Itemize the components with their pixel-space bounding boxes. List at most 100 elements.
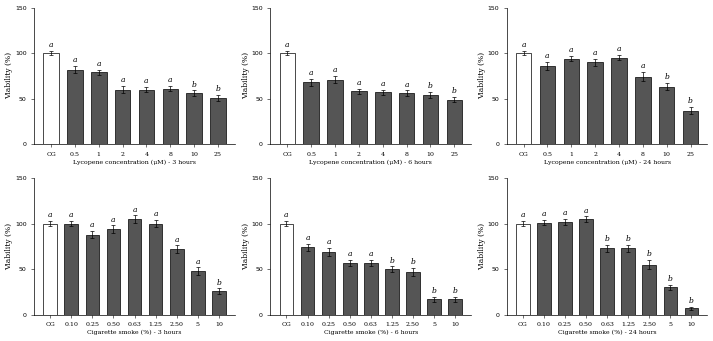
Bar [279, 224, 293, 315]
Y-axis label: Viability (%): Viability (%) [6, 223, 14, 270]
Text: b: b [428, 83, 433, 90]
Text: b: b [626, 235, 630, 243]
Bar [91, 72, 106, 144]
Bar [107, 229, 120, 315]
Text: b: b [453, 287, 458, 295]
X-axis label: Cigarette smoke (%) - 6 hours: Cigarette smoke (%) - 6 hours [324, 330, 418, 336]
Text: a: a [73, 56, 77, 64]
Y-axis label: Viability (%): Viability (%) [242, 53, 250, 100]
Bar [600, 248, 614, 315]
Bar [516, 224, 530, 315]
Text: b: b [431, 287, 436, 295]
Text: b: b [688, 97, 693, 105]
Bar [43, 224, 57, 315]
Text: a: a [153, 210, 158, 218]
Text: b: b [668, 275, 673, 283]
Bar [642, 265, 656, 315]
Text: a: a [617, 45, 621, 53]
Text: a: a [333, 66, 337, 74]
Bar [364, 263, 378, 315]
Bar [664, 287, 677, 315]
Bar [406, 272, 420, 315]
Bar [210, 98, 226, 144]
Bar [343, 263, 356, 315]
Bar [186, 93, 202, 144]
Text: a: a [563, 209, 567, 217]
Text: a: a [309, 69, 314, 77]
Bar [115, 90, 130, 144]
Text: a: a [381, 80, 385, 88]
Bar [635, 77, 651, 144]
Bar [64, 224, 78, 315]
Bar [191, 271, 205, 315]
Bar [399, 93, 414, 144]
Bar [423, 95, 438, 144]
Text: a: a [369, 250, 373, 258]
Text: a: a [195, 257, 200, 266]
Text: a: a [542, 210, 546, 218]
Bar [43, 53, 59, 144]
Bar [86, 235, 99, 315]
Text: a: a [404, 81, 409, 89]
Text: a: a [356, 79, 361, 87]
X-axis label: Cigarette smoke (%) - 24 hours: Cigarette smoke (%) - 24 hours [558, 330, 657, 336]
Text: a: a [327, 238, 331, 247]
Bar [212, 291, 226, 315]
Bar [139, 90, 154, 144]
Bar [304, 82, 319, 144]
Bar [611, 58, 627, 144]
Bar [579, 219, 593, 315]
Text: a: a [48, 211, 53, 219]
Text: a: a [521, 42, 526, 49]
Text: a: a [593, 49, 597, 57]
Bar [683, 110, 698, 144]
X-axis label: Cigarette smoke (%) - 3 hours: Cigarette smoke (%) - 3 hours [87, 330, 182, 336]
Text: a: a [584, 207, 588, 214]
Text: b: b [411, 258, 416, 266]
X-axis label: Lycopene concentration (μM) - 24 hours: Lycopene concentration (μM) - 24 hours [543, 160, 671, 165]
Bar [659, 87, 674, 144]
Text: a: a [111, 216, 116, 224]
Bar [149, 224, 163, 315]
Text: a: a [144, 77, 149, 85]
Text: b: b [647, 250, 652, 258]
Bar [301, 247, 314, 315]
Bar [563, 59, 579, 144]
Bar [327, 79, 343, 144]
Bar [279, 53, 295, 144]
Y-axis label: Viability (%): Viability (%) [6, 53, 14, 100]
Text: b: b [689, 297, 694, 305]
Y-axis label: Viability (%): Viability (%) [242, 223, 250, 270]
Text: a: a [545, 53, 550, 60]
Text: a: a [640, 62, 645, 71]
Bar [537, 223, 550, 315]
Bar [170, 249, 183, 315]
Bar [351, 91, 366, 144]
Text: a: a [569, 46, 573, 54]
Bar [540, 66, 555, 144]
Text: b: b [389, 257, 394, 265]
Bar [684, 308, 698, 315]
Bar [621, 248, 635, 315]
Text: a: a [69, 211, 73, 219]
Text: b: b [215, 85, 220, 93]
Bar [588, 62, 603, 144]
Y-axis label: Viability (%): Viability (%) [478, 223, 486, 270]
Text: a: a [120, 76, 125, 84]
Bar [385, 269, 399, 315]
Bar [163, 89, 178, 144]
X-axis label: Lycopene concentration (μM) - 6 hours: Lycopene concentration (μM) - 6 hours [309, 160, 432, 165]
Text: a: a [347, 250, 352, 258]
Text: a: a [284, 211, 289, 219]
Bar [516, 53, 531, 144]
Text: a: a [96, 60, 101, 68]
Text: a: a [285, 42, 289, 49]
Bar [67, 70, 83, 144]
Text: b: b [452, 87, 457, 95]
Bar [448, 299, 462, 315]
Text: a: a [520, 211, 525, 219]
Text: a: a [133, 206, 137, 213]
Bar [128, 219, 141, 315]
Bar [322, 252, 336, 315]
Text: a: a [168, 76, 173, 84]
